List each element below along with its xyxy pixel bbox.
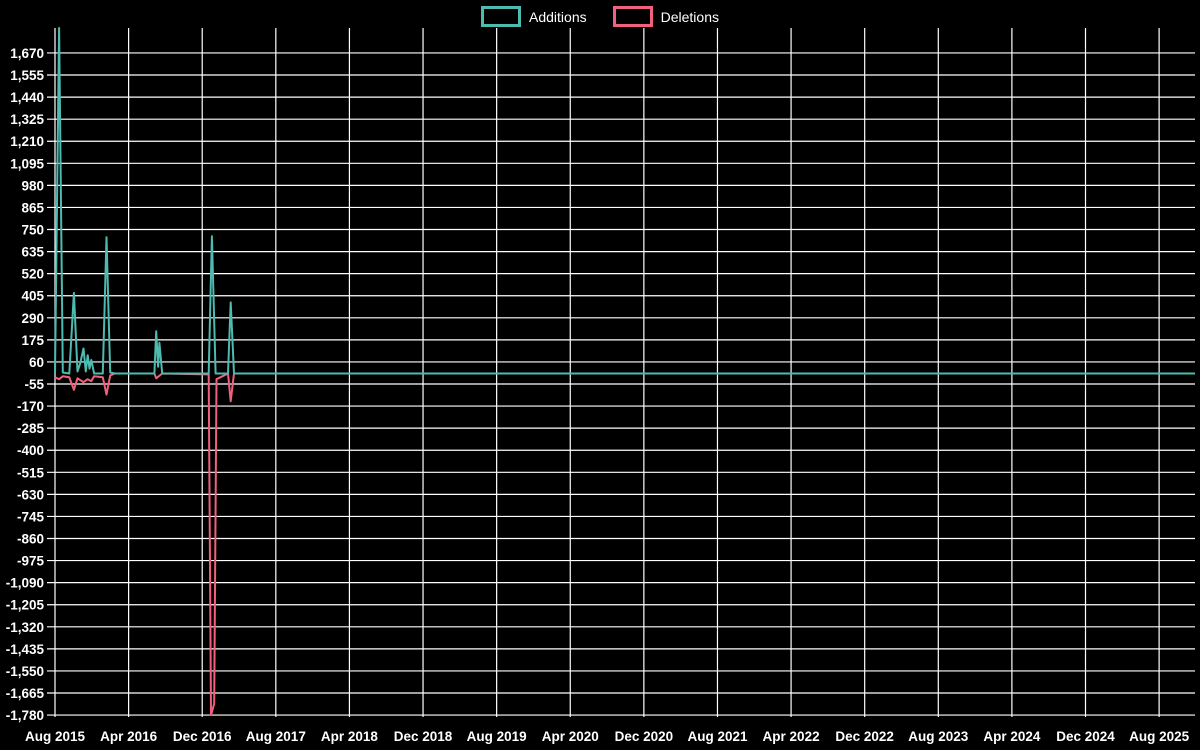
x-tick-label: Aug 2017 <box>246 729 306 744</box>
y-tick-label: -1,780 <box>6 708 44 723</box>
series-line-deletions <box>54 372 1195 717</box>
y-tick-label: -1,435 <box>6 642 45 657</box>
x-tick-label: Aug 2021 <box>687 729 748 744</box>
y-tick-label: -285 <box>17 421 45 436</box>
x-tick-label: Dec 2024 <box>1056 729 1115 744</box>
x-tick-label: Dec 2020 <box>615 729 674 744</box>
y-tick-label: 60 <box>29 355 44 370</box>
legend-deletions-label: Deletions <box>660 8 719 25</box>
x-tick-label: Apr 2018 <box>321 729 379 744</box>
y-tick-label: 750 <box>21 223 44 238</box>
deletions-swatch-icon <box>612 6 653 27</box>
legend-item-deletions[interactable]: Deletions <box>612 6 719 27</box>
y-tick-label: -170 <box>17 399 44 414</box>
legend-item-additions[interactable]: Additions <box>481 6 587 27</box>
y-tick-label: -1,090 <box>6 576 44 591</box>
legend-additions-label: Additions <box>529 8 587 25</box>
y-tick-label: -515 <box>17 465 45 480</box>
x-tick-label: Aug 2023 <box>908 729 969 744</box>
y-tick-label: 1,555 <box>10 68 44 83</box>
x-tick-label: Apr 2016 <box>100 729 158 744</box>
x-tick-label: Aug 2025 <box>1129 729 1190 744</box>
x-tick-label: Apr 2020 <box>542 729 599 744</box>
y-tick-label: 290 <box>21 311 44 326</box>
x-tick-label: Dec 2018 <box>394 729 453 744</box>
y-tick-label: -630 <box>17 487 44 502</box>
y-tick-label: 1,210 <box>10 134 44 149</box>
y-tick-label: 635 <box>21 245 44 260</box>
y-tick-label: 1,670 <box>10 46 44 61</box>
series-line-additions <box>54 27 1195 375</box>
legend: Additions Deletions <box>0 6 1200 27</box>
additions-swatch-icon <box>481 6 522 27</box>
x-tick-label: Aug 2015 <box>25 729 86 744</box>
y-tick-label: -400 <box>17 443 44 458</box>
x-tick-label: Aug 2019 <box>467 729 527 744</box>
y-tick-label: -1,550 <box>6 664 44 679</box>
y-tick-label: 520 <box>21 267 44 282</box>
y-tick-label: -1,320 <box>6 620 44 635</box>
y-tick-label: 405 <box>21 289 44 304</box>
x-tick-label: Apr 2022 <box>763 729 820 744</box>
x-tick-label: Apr 2024 <box>983 729 1041 744</box>
y-tick-label: -860 <box>17 532 44 547</box>
x-tick-label: Dec 2016 <box>173 729 232 744</box>
y-tick-label: -975 <box>17 554 45 569</box>
y-tick-label: 980 <box>21 178 44 193</box>
y-tick-label: -55 <box>24 377 44 392</box>
x-tick-label: Dec 2022 <box>835 729 894 744</box>
y-tick-label: 175 <box>21 333 44 348</box>
y-tick-label: -1,205 <box>6 598 45 613</box>
y-tick-label: 1,440 <box>10 90 44 105</box>
y-tick-label: -745 <box>17 509 45 524</box>
y-tick-label: 1,095 <box>10 156 44 171</box>
y-tick-label: -1,665 <box>6 686 45 701</box>
y-tick-label: 865 <box>21 200 44 215</box>
y-tick-label: 1,325 <box>10 112 44 127</box>
